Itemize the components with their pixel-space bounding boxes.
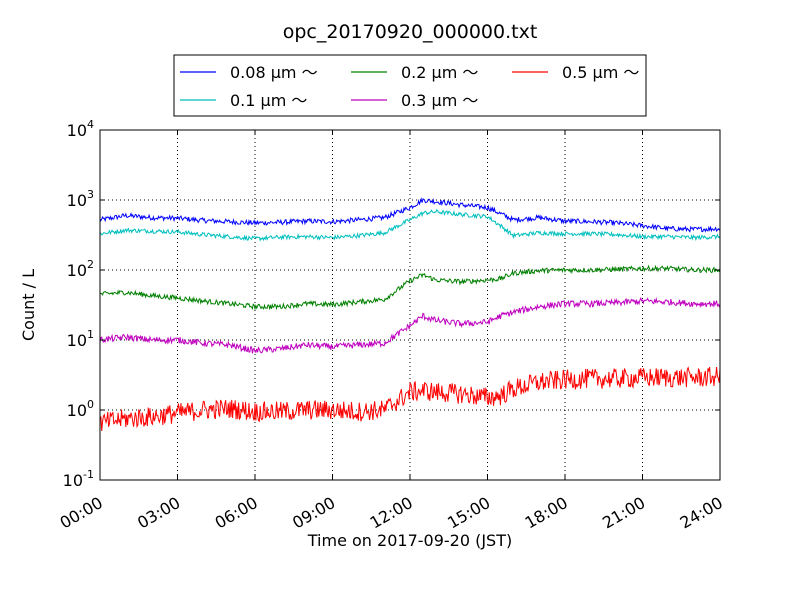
y-axis-label: Count / L (19, 269, 38, 341)
series-line-1 (99, 209, 721, 242)
y-tick-label: 101 (67, 328, 94, 350)
series-line-4 (99, 366, 721, 431)
series-lines (99, 197, 721, 431)
y-tick-label: 100 (67, 398, 94, 420)
series-line-2 (99, 264, 721, 311)
legend-label: 0.5 μm ～ (562, 63, 639, 82)
series-line-3 (99, 296, 721, 354)
y-tick-label: 103 (67, 188, 94, 210)
legend-frame (173, 54, 647, 117)
legend-label: 0.1 μm ～ (230, 91, 307, 110)
legend-label: 0.2 μm ～ (401, 63, 478, 82)
legend: 0.08 μm ～ 0.1 μm ～ 0.2 μm ～ 0.3 μm ～ 0.5 μm … (173, 54, 647, 117)
series-line-0 (99, 197, 721, 233)
legend-label: 0.08 μm ～ (230, 63, 318, 82)
y-tick-label: 104 (67, 118, 94, 140)
y-tick-label: 10-1 (63, 468, 94, 490)
legend-label: 0.3 μm ～ (401, 91, 478, 110)
y-tick-label: 102 (67, 258, 94, 280)
x-axis-label: Time on 2017-09-20 (JST) (307, 531, 512, 550)
chart-title: opc_20170920_000000.txt (283, 21, 538, 43)
